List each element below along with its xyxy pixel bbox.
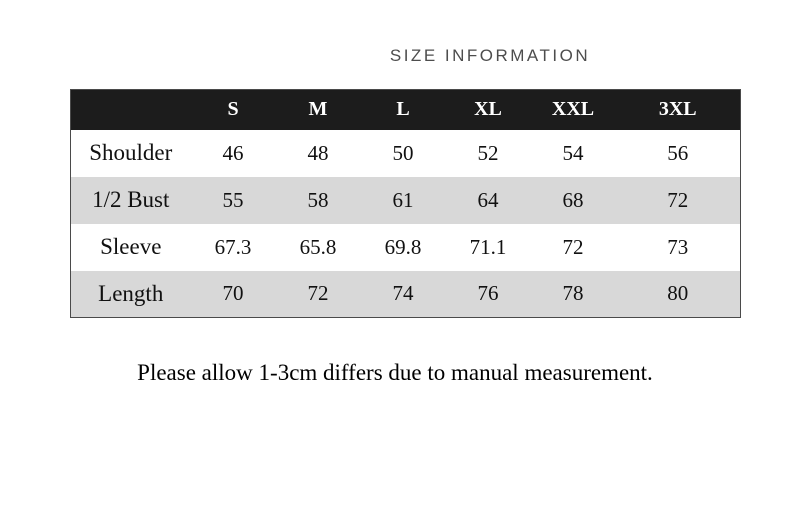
header-cell-s: S	[190, 89, 276, 130]
table-cell: 74	[360, 270, 446, 318]
table-cell: 48	[275, 129, 361, 177]
table-cell: 58	[275, 176, 361, 224]
row-label-shoulder: Shoulder	[70, 129, 191, 177]
table-cell: 69.8	[360, 223, 446, 271]
table-cell: 54	[530, 129, 616, 177]
table-cell: 55	[190, 176, 276, 224]
header-cell-3xl: 3XL	[615, 89, 741, 130]
header-cell-m: M	[275, 89, 361, 130]
row-label-length: Length	[70, 270, 191, 318]
row-label-half-bust: 1/2 Bust	[70, 176, 191, 224]
header-cell-xxl: XXL	[530, 89, 616, 130]
table-cell: 72	[530, 223, 616, 271]
header-cell-l: L	[360, 89, 446, 130]
size-table-body: Shoulder 46 48 50 52 54 56 1/2 Bust 55 5…	[70, 129, 741, 318]
table-cell: 80	[615, 270, 741, 318]
size-table-head: S M L XL XXL 3XL	[70, 89, 741, 130]
row-label-sleeve: Sleeve	[70, 223, 191, 271]
table-cell: 68	[530, 176, 616, 224]
header-cell-blank	[70, 89, 191, 130]
table-cell: 73	[615, 223, 741, 271]
table-cell: 56	[615, 129, 741, 177]
measurement-note: Please allow 1-3cm differs due to manual…	[137, 360, 653, 385]
table-row-sleeve: Sleeve 67.3 65.8 69.8 71.1 72 73	[70, 223, 741, 271]
table-cell: 52	[445, 129, 531, 177]
page-title: SIZE INFORMATION	[389, 46, 591, 65]
size-chart-page: SIZE INFORMATION S M L XL XXL 3XL Sh	[0, 46, 790, 386]
table-row-shoulder: Shoulder 46 48 50 52 54 56	[70, 129, 741, 177]
table-cell: 46	[190, 129, 276, 177]
table-cell: 64	[445, 176, 531, 224]
header-cell-xl: XL	[445, 89, 531, 130]
table-cell: 72	[615, 176, 741, 224]
size-table: S M L XL XXL 3XL Shoulder 46 48 50 52 54…	[70, 89, 741, 318]
table-cell: 50	[360, 129, 446, 177]
table-cell: 71.1	[445, 223, 531, 271]
table-cell: 65.8	[275, 223, 361, 271]
table-cell: 72	[275, 270, 361, 318]
table-header-row: S M L XL XXL 3XL	[70, 89, 741, 130]
table-row-half-bust: 1/2 Bust 55 58 61 64 68 72	[70, 176, 741, 224]
table-cell: 78	[530, 270, 616, 318]
table-cell: 76	[445, 270, 531, 318]
table-row-length: Length 70 72 74 76 78 80	[70, 270, 741, 318]
table-cell: 67.3	[190, 223, 276, 271]
table-cell: 70	[190, 270, 276, 318]
table-cell: 61	[360, 176, 446, 224]
